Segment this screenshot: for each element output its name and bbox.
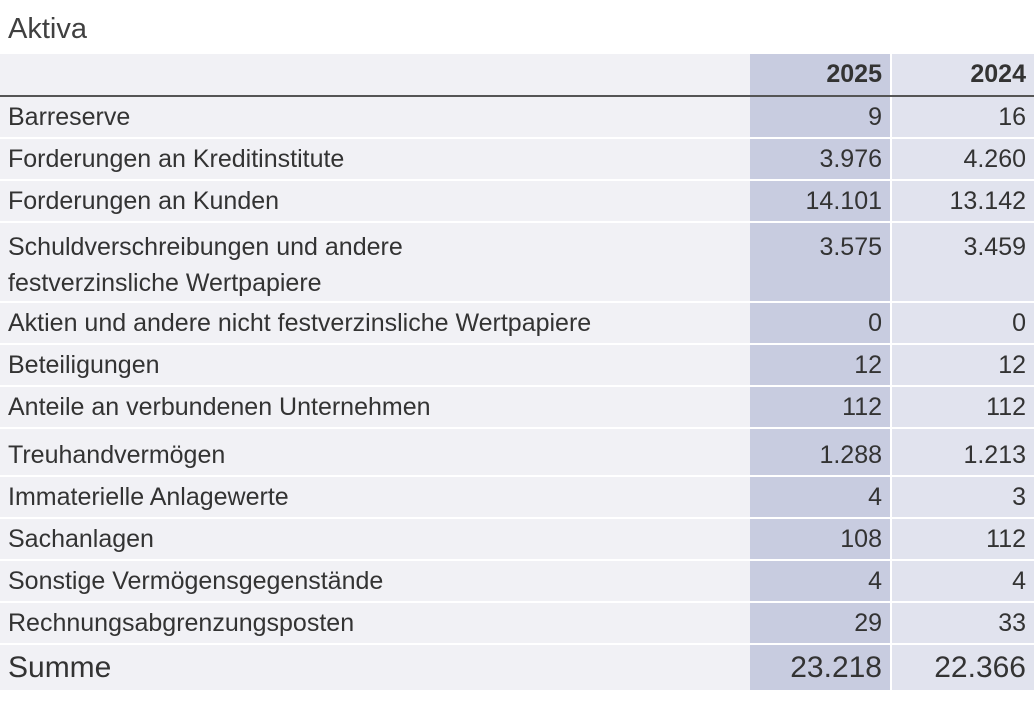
header-row: 2025 2024	[0, 54, 1034, 97]
value-2025: 108	[750, 518, 892, 561]
balance-sheet-table: 2025 2024 Barreserve 9 16 Forderungen an…	[0, 54, 1034, 690]
row-label: Immaterielle Anlagewerte	[0, 476, 750, 519]
table-row: Aktien und andere nicht festverzinsliche…	[0, 302, 1034, 345]
value-2025: 1.288	[750, 428, 892, 477]
column-header-2024: 2024	[891, 54, 1034, 97]
value-2025: 112	[750, 386, 892, 429]
value-2024: 3.459	[891, 222, 1034, 303]
table-title: Aktiva	[8, 13, 87, 45]
value-2024: 112	[891, 386, 1034, 429]
value-2025: 12	[750, 344, 892, 387]
value-2025: 4	[750, 476, 892, 519]
value-2025: 3.976	[750, 138, 892, 181]
table-row: Schuldverschreibungen und andere festver…	[0, 222, 1034, 303]
row-label: Treuhandvermögen	[0, 428, 750, 477]
row-label: Forderungen an Kunden	[0, 180, 750, 223]
value-2024: 1.213	[891, 428, 1034, 477]
row-label: Forderungen an Kreditinstitute	[0, 138, 750, 181]
table-row: Sachanlagen 108 112	[0, 518, 1034, 561]
row-label: Sachanlagen	[0, 518, 750, 561]
table-row: Forderungen an Kreditinstitute 3.976 4.2…	[0, 138, 1034, 181]
table-row: Forderungen an Kunden 14.101 13.142	[0, 180, 1034, 223]
row-label: Schuldverschreibungen und andere festver…	[0, 222, 750, 303]
value-2025: 29	[750, 602, 892, 645]
row-label: Anteile an verbundenen Unternehmen	[0, 386, 750, 429]
table-row: Immaterielle Anlagewerte 4 3	[0, 476, 1034, 519]
table-row: Anteile an verbundenen Unternehmen 112 1…	[0, 386, 1034, 429]
total-label: Summe	[0, 643, 750, 690]
total-row: Summe 23.218 22.366	[0, 643, 1034, 690]
value-2025: 4	[750, 560, 892, 603]
row-label: Rechnungsabgrenzungsposten	[0, 602, 750, 645]
value-2024: 4	[891, 560, 1034, 603]
total-value-2025: 23.218	[750, 643, 892, 690]
value-2025: 14.101	[750, 180, 892, 223]
table-row: Rechnungsabgrenzungsposten 29 33	[0, 602, 1034, 645]
table-row: Sonstige Vermögensgegenstände 4 4	[0, 560, 1034, 603]
table-row: Barreserve 9 16	[0, 96, 1034, 139]
row-label: Barreserve	[0, 96, 750, 139]
value-2024: 4.260	[891, 138, 1034, 181]
value-2024: 3	[891, 476, 1034, 519]
value-2024: 13.142	[891, 180, 1034, 223]
value-2024: 0	[891, 302, 1034, 345]
value-2025: 9	[750, 96, 892, 139]
row-label: Sonstige Vermögensgegenstände	[0, 560, 750, 603]
value-2024: 33	[891, 602, 1034, 645]
value-2024: 16	[891, 96, 1034, 139]
value-2025: 0	[750, 302, 892, 345]
column-header-2025: 2025	[750, 54, 892, 97]
table-row: Treuhandvermögen 1.288 1.213	[0, 428, 1034, 477]
row-label: Aktien und andere nicht festverzinsliche…	[0, 302, 750, 345]
header-label-cell	[0, 54, 750, 97]
table-row: Beteiligungen 12 12	[0, 344, 1034, 387]
row-label: Beteiligungen	[0, 344, 750, 387]
value-2024: 12	[891, 344, 1034, 387]
total-value-2024: 22.366	[891, 643, 1034, 690]
value-2024: 112	[891, 518, 1034, 561]
value-2025: 3.575	[750, 222, 892, 303]
